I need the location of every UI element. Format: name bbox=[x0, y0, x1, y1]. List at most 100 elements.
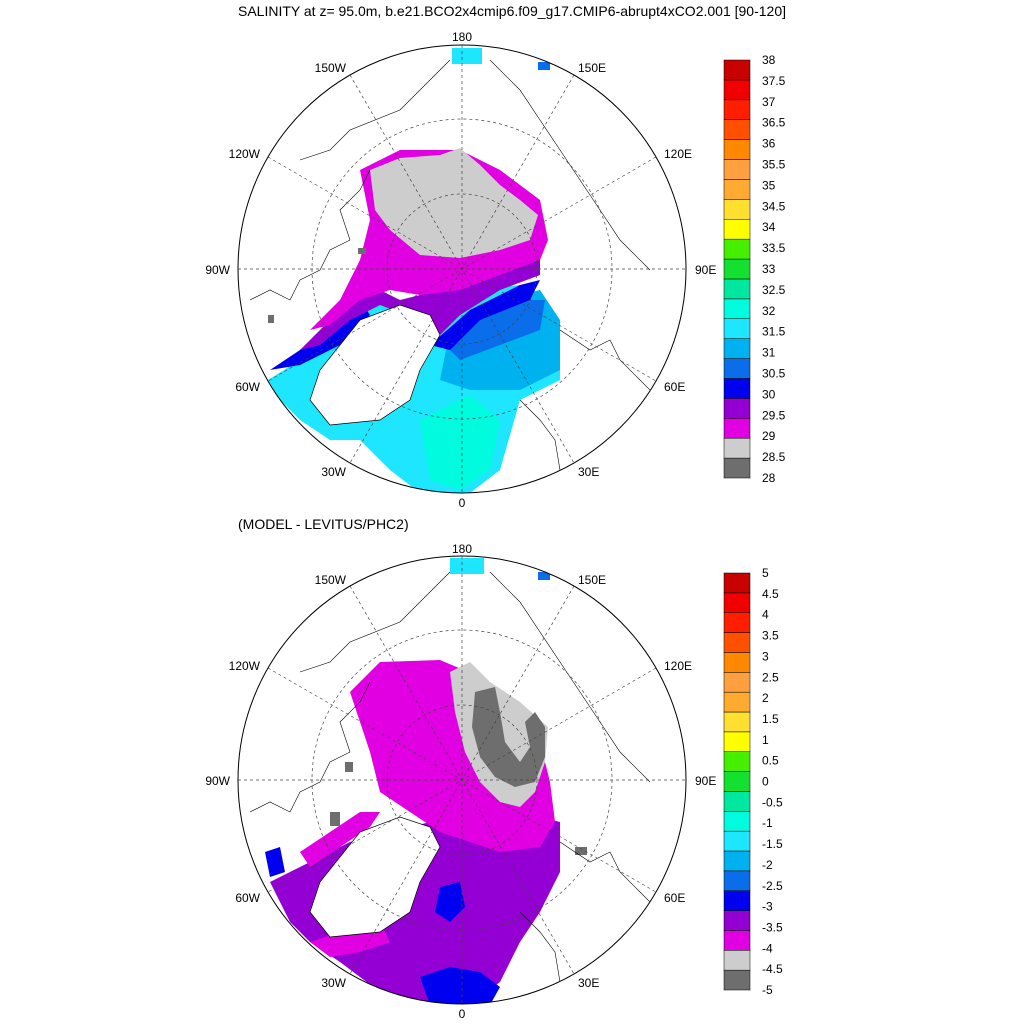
pacific-patch bbox=[452, 48, 482, 64]
aqua-shade bbox=[420, 395, 500, 490]
lon-label-30e: 30E bbox=[578, 976, 599, 990]
longitude-labels: 180 150E 120E 90E 60E 30E 0 30W 60W 90W … bbox=[205, 542, 716, 1021]
coastline bbox=[559, 329, 681, 421]
colorbar-tick-label: 4.5 bbox=[762, 587, 779, 601]
coastline bbox=[299, 571, 451, 673]
pacific-patch bbox=[450, 558, 484, 574]
colorbar-swatch bbox=[723, 870, 751, 891]
colorbar-swatch bbox=[723, 830, 751, 852]
colorbar-tick-label: 30 bbox=[762, 387, 776, 401]
colorbar-tick-label: 2 bbox=[762, 691, 769, 705]
colorbar-swatch bbox=[723, 572, 751, 594]
coastline bbox=[299, 59, 451, 161]
colorbar-swatch bbox=[723, 318, 751, 339]
difference-colorbar: -5 -4.5 -4 -3.5 -3 -2.5 -2 -1.5 -1 -0.5 0 0.5 1 1.5 2 2… bbox=[723, 566, 783, 997]
lon-label-150w: 150W bbox=[315, 573, 347, 587]
colorbar-tick-label: -3.5 bbox=[762, 920, 783, 934]
colorbar-tick-label: 1.5 bbox=[762, 712, 779, 726]
gray-shade bbox=[370, 148, 538, 258]
coastline bbox=[519, 399, 571, 493]
colorbar-swatch bbox=[723, 338, 751, 359]
greenland-land bbox=[309, 304, 441, 426]
colorbar-swatch bbox=[723, 850, 751, 872]
salinity-map: 180 150E 120E 90E 60E 30E 0 30W 60W 90W … bbox=[205, 30, 786, 510]
map-boundary bbox=[237, 555, 687, 1005]
colorbar-swatch bbox=[723, 632, 751, 653]
colorbar-tick-label: -2 bbox=[762, 858, 773, 872]
colorbar-tick-label: 35 bbox=[762, 178, 776, 192]
colorbar-tick-label: 38 bbox=[762, 53, 776, 67]
graticule bbox=[238, 556, 686, 1004]
colorbar-tick-label: -1 bbox=[762, 816, 773, 830]
lon-label-150e: 150E bbox=[578, 61, 606, 75]
colorbar-swatch bbox=[723, 378, 751, 399]
lon-label-120w: 120W bbox=[229, 659, 261, 673]
colorbar-tick-label: -4.5 bbox=[762, 962, 783, 976]
colorbar-tick-label: 36 bbox=[762, 137, 776, 151]
lon-label-90e: 90E bbox=[695, 263, 716, 277]
colorbar-swatch bbox=[723, 457, 751, 479]
dark-cell bbox=[575, 847, 587, 855]
colorbar-tick-label: 29 bbox=[762, 429, 776, 443]
colorbar-tick-label: 28 bbox=[762, 471, 776, 485]
lon-label-90w: 90W bbox=[205, 774, 230, 788]
colorbar-swatch bbox=[723, 652, 751, 673]
lon-label-60e: 60E bbox=[664, 891, 685, 905]
colorbar-tick-label: -0.5 bbox=[762, 795, 783, 809]
lon-label-60w: 60W bbox=[235, 380, 260, 394]
dark-cell bbox=[268, 315, 274, 323]
coastline bbox=[489, 59, 651, 271]
colorbar-swatch bbox=[723, 592, 751, 613]
blue-shade bbox=[265, 847, 285, 877]
graticule bbox=[238, 45, 686, 493]
colorbar-swatch bbox=[723, 711, 751, 733]
colorbar-tick-label: -5 bbox=[762, 983, 773, 997]
colorbar-swatch bbox=[723, 159, 751, 180]
lon-label-0: 0 bbox=[459, 496, 466, 510]
salinity-field bbox=[249, 48, 681, 493]
colorbar-tick-label: 33.5 bbox=[762, 241, 786, 255]
colorbar-tick-label: 3.5 bbox=[762, 629, 779, 643]
colorbar-tick-label: 36.5 bbox=[762, 116, 786, 130]
colorbar-swatch bbox=[723, 930, 751, 951]
magenta-shade bbox=[300, 812, 380, 867]
page-title: SALINITY at z= 95.0m, b.e21.BCO2x4cmip6.… bbox=[238, 3, 786, 19]
colorbar-swatch bbox=[723, 179, 751, 200]
colorbar-tick-label: 3 bbox=[762, 649, 769, 663]
colorbar-swatch bbox=[723, 59, 751, 81]
lon-label-30e: 30E bbox=[578, 465, 599, 479]
colorbar-tick-label: -1.5 bbox=[762, 837, 783, 851]
lon-label-30w: 30W bbox=[321, 976, 346, 990]
colorbar-tick-label: -4 bbox=[762, 941, 773, 955]
blue-shade bbox=[435, 882, 465, 922]
colorbar-swatch bbox=[723, 278, 751, 300]
colorbar-swatch bbox=[723, 79, 751, 101]
lon-label-120w: 120W bbox=[229, 147, 261, 161]
dark-cell bbox=[330, 812, 340, 826]
colorbar-tick-label: 5 bbox=[762, 566, 769, 580]
lon-label-180: 180 bbox=[452, 542, 472, 556]
colorbar-swatch bbox=[723, 398, 751, 419]
colorbar-swatch bbox=[723, 691, 751, 713]
colorbar-swatch bbox=[723, 612, 751, 633]
blue-shade bbox=[420, 967, 500, 1004]
pacific-patch bbox=[538, 62, 550, 70]
salinity-colorbar: 28 28.5 29 29.5 30 30.5 31 31.5 32 32.5 33 33.5 34 34… bbox=[723, 53, 786, 485]
pacific-patch bbox=[538, 572, 550, 580]
coastline bbox=[249, 681, 371, 813]
colorbar-tick-label: 37 bbox=[762, 95, 776, 109]
colorbar-swatch bbox=[723, 418, 751, 439]
lon-label-90e: 90E bbox=[695, 774, 716, 788]
colorbar-swatch bbox=[723, 218, 751, 240]
colorbar-swatch bbox=[723, 890, 751, 911]
colorbar-swatch bbox=[723, 99, 751, 120]
colorbar-tick-label: 33 bbox=[762, 262, 776, 276]
colorbar-tick-label: -3 bbox=[762, 900, 773, 914]
colorbar-tick-label: 29.5 bbox=[762, 408, 786, 422]
colorbar-tick-label: 37.5 bbox=[762, 74, 786, 88]
colorbar-swatch bbox=[723, 238, 751, 260]
colorbar-tick-label: 31 bbox=[762, 346, 776, 360]
greenland-land bbox=[309, 816, 441, 938]
difference-subtitle: (MODEL - LEVITUS/PHC2) bbox=[238, 516, 409, 532]
lon-label-150e: 150E bbox=[578, 573, 606, 587]
